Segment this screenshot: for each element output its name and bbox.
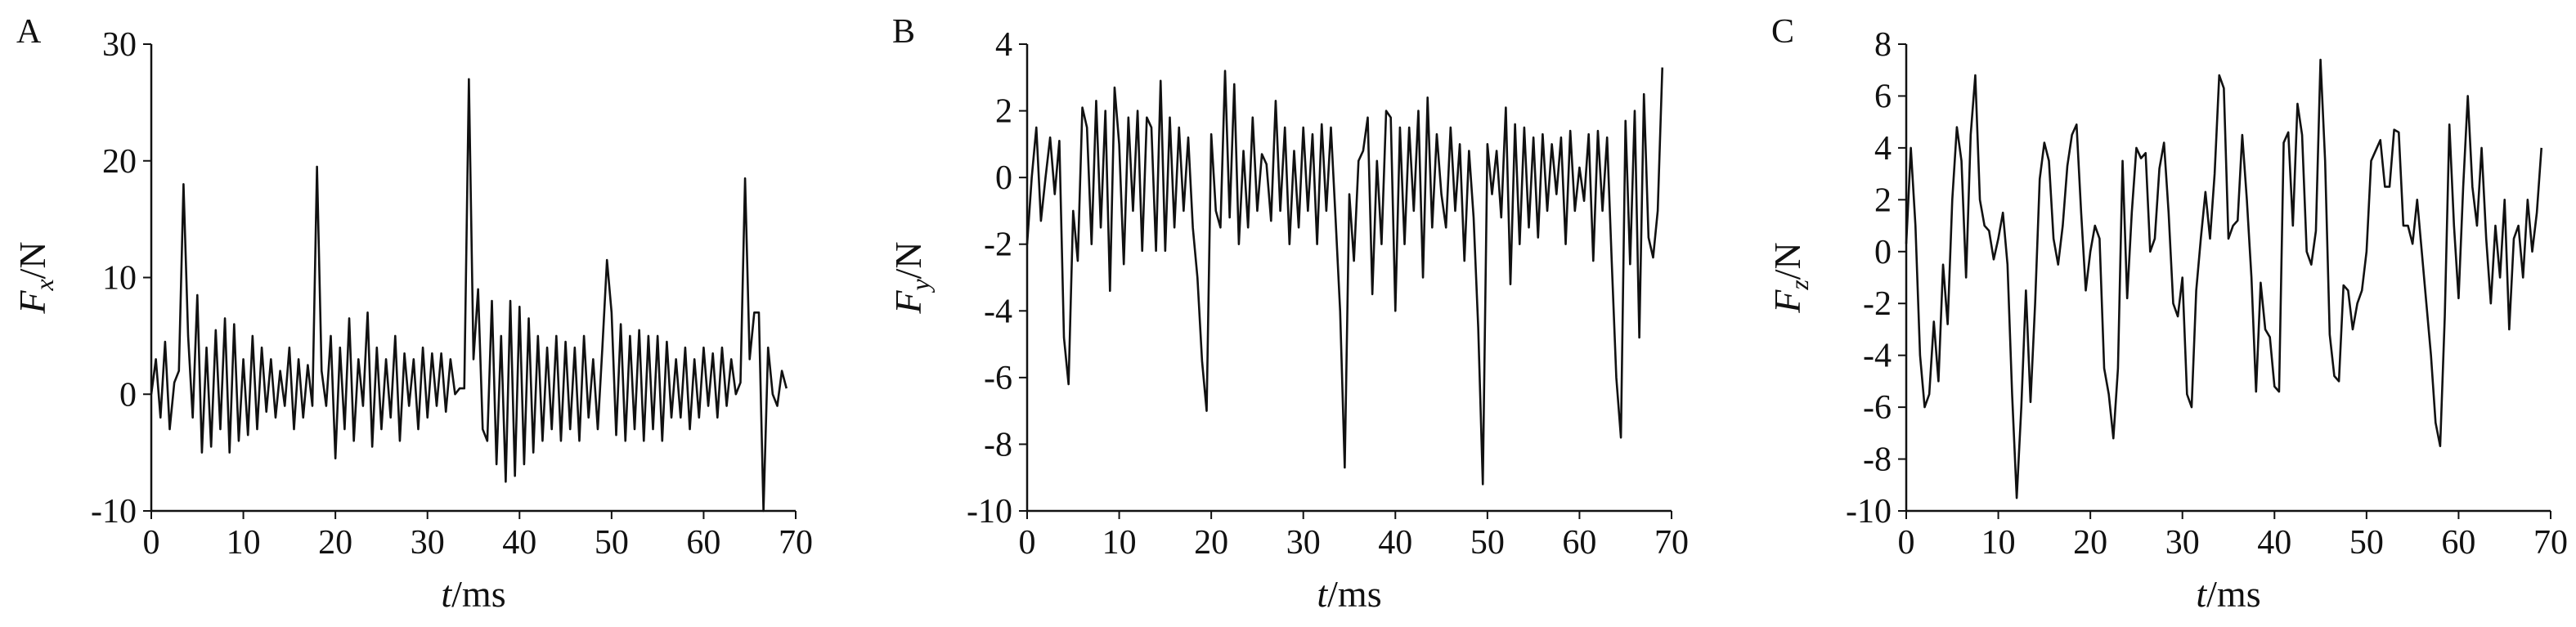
y-tick-label: -6 [984,360,1012,397]
x-tick-label: 60 [1562,524,1596,562]
y-label-symbol: F [11,290,53,315]
y-tick-label: -8 [1863,441,1892,479]
y-label-unit: /N [11,241,53,279]
x-label-symbol: t [1317,573,1328,615]
x-tick-label: 10 [1981,524,2016,562]
x-tick-label: 30 [2165,524,2200,562]
y-tick-label: 2 [1874,181,1892,219]
x-label-symbol: t [2196,573,2207,615]
data-line [150,78,788,513]
x-tick-label: 50 [2349,524,2384,562]
panel-label: B [892,13,915,51]
x-tick-label: 0 [1019,524,1036,562]
y-tick-label: 4 [995,26,1012,64]
x-label-unit: /ms [451,573,505,615]
x-tick-label: 10 [227,524,261,562]
x-tick-label: 70 [2533,524,2568,562]
y-tick-label: -4 [984,293,1012,330]
x-tick-label: 40 [502,524,536,562]
y-tick-label: -2 [984,226,1012,264]
x-axis-label: t/ms [2196,573,2260,615]
x-tick-label: 30 [411,524,445,562]
data-line [1905,58,2543,499]
x-tick-label: 20 [1194,524,1228,562]
y-tick-label: -4 [1863,338,1892,375]
y-tick-label: 20 [102,143,137,181]
y-tick-label: -6 [1863,389,1892,427]
x-tick-label: 50 [1470,524,1505,562]
y-label-unit: /N [887,241,929,279]
y-tick-label: -10 [967,493,1012,531]
x-tick-label: 40 [2257,524,2291,562]
x-tick-label: 50 [595,524,629,562]
y-tick-label: 30 [102,26,137,64]
y-label-unit: /N [1766,242,1808,280]
x-tick-label: 30 [1286,524,1321,562]
x-tick-label: 10 [1102,524,1137,562]
x-label-unit: /ms [2206,573,2260,615]
x-tick-label: 20 [2073,524,2107,562]
axis-spines [1025,44,1672,513]
x-tick-label: 0 [143,524,160,562]
panel: C -10 -8 -6 -4 -2 0 2 4 6 8 0 10 20 30 40 50 60 70 Fz/N t/ms [1766,13,2568,615]
y-axis-label: Fx/N [11,241,59,314]
panel-label: C [1771,13,1794,51]
panel-label: A [16,13,42,51]
x-label-unit: /ms [1327,573,1381,615]
x-tick-label: 60 [686,524,720,562]
y-label-symbol: F [887,290,929,315]
y-tick-label: 0 [995,159,1012,197]
y-tick-label: 0 [119,376,137,414]
x-tick-label: 70 [779,524,813,562]
axis-spines [150,44,796,513]
y-tick-label: -2 [1863,285,1892,323]
y-tick-label: 10 [102,260,137,298]
x-tick-label: 60 [2441,524,2475,562]
axis-spines [1905,44,2551,513]
x-tick-label: 20 [318,524,352,562]
y-axis-label: Fy/N [887,241,935,314]
y-tick-label: 8 [1874,26,1892,64]
y-label-subscript: x [29,279,59,291]
y-tick-label: -8 [984,426,1012,464]
y-tick-label: 6 [1874,78,1892,115]
y-tick-label: 4 [1874,130,1892,168]
y-label-symbol: F [1766,289,1808,314]
y-tick-label: -10 [91,493,137,531]
y-tick-label: 2 [995,93,1012,131]
y-label-subscript: y [905,279,935,293]
x-tick-label: 0 [1898,524,1915,562]
x-tick-label: 70 [1654,524,1689,562]
x-tick-label: 40 [1378,524,1412,562]
y-label-subscript: z [1784,280,1814,291]
x-axis-label: t/ms [441,573,505,615]
y-tick-label: 0 [1874,234,1892,271]
x-label-symbol: t [441,573,452,615]
data-line [1025,67,1664,486]
y-tick-label: -10 [1846,493,1892,531]
y-axis-label: Fz/N [1766,242,1814,314]
x-axis-label: t/ms [1317,573,1381,615]
